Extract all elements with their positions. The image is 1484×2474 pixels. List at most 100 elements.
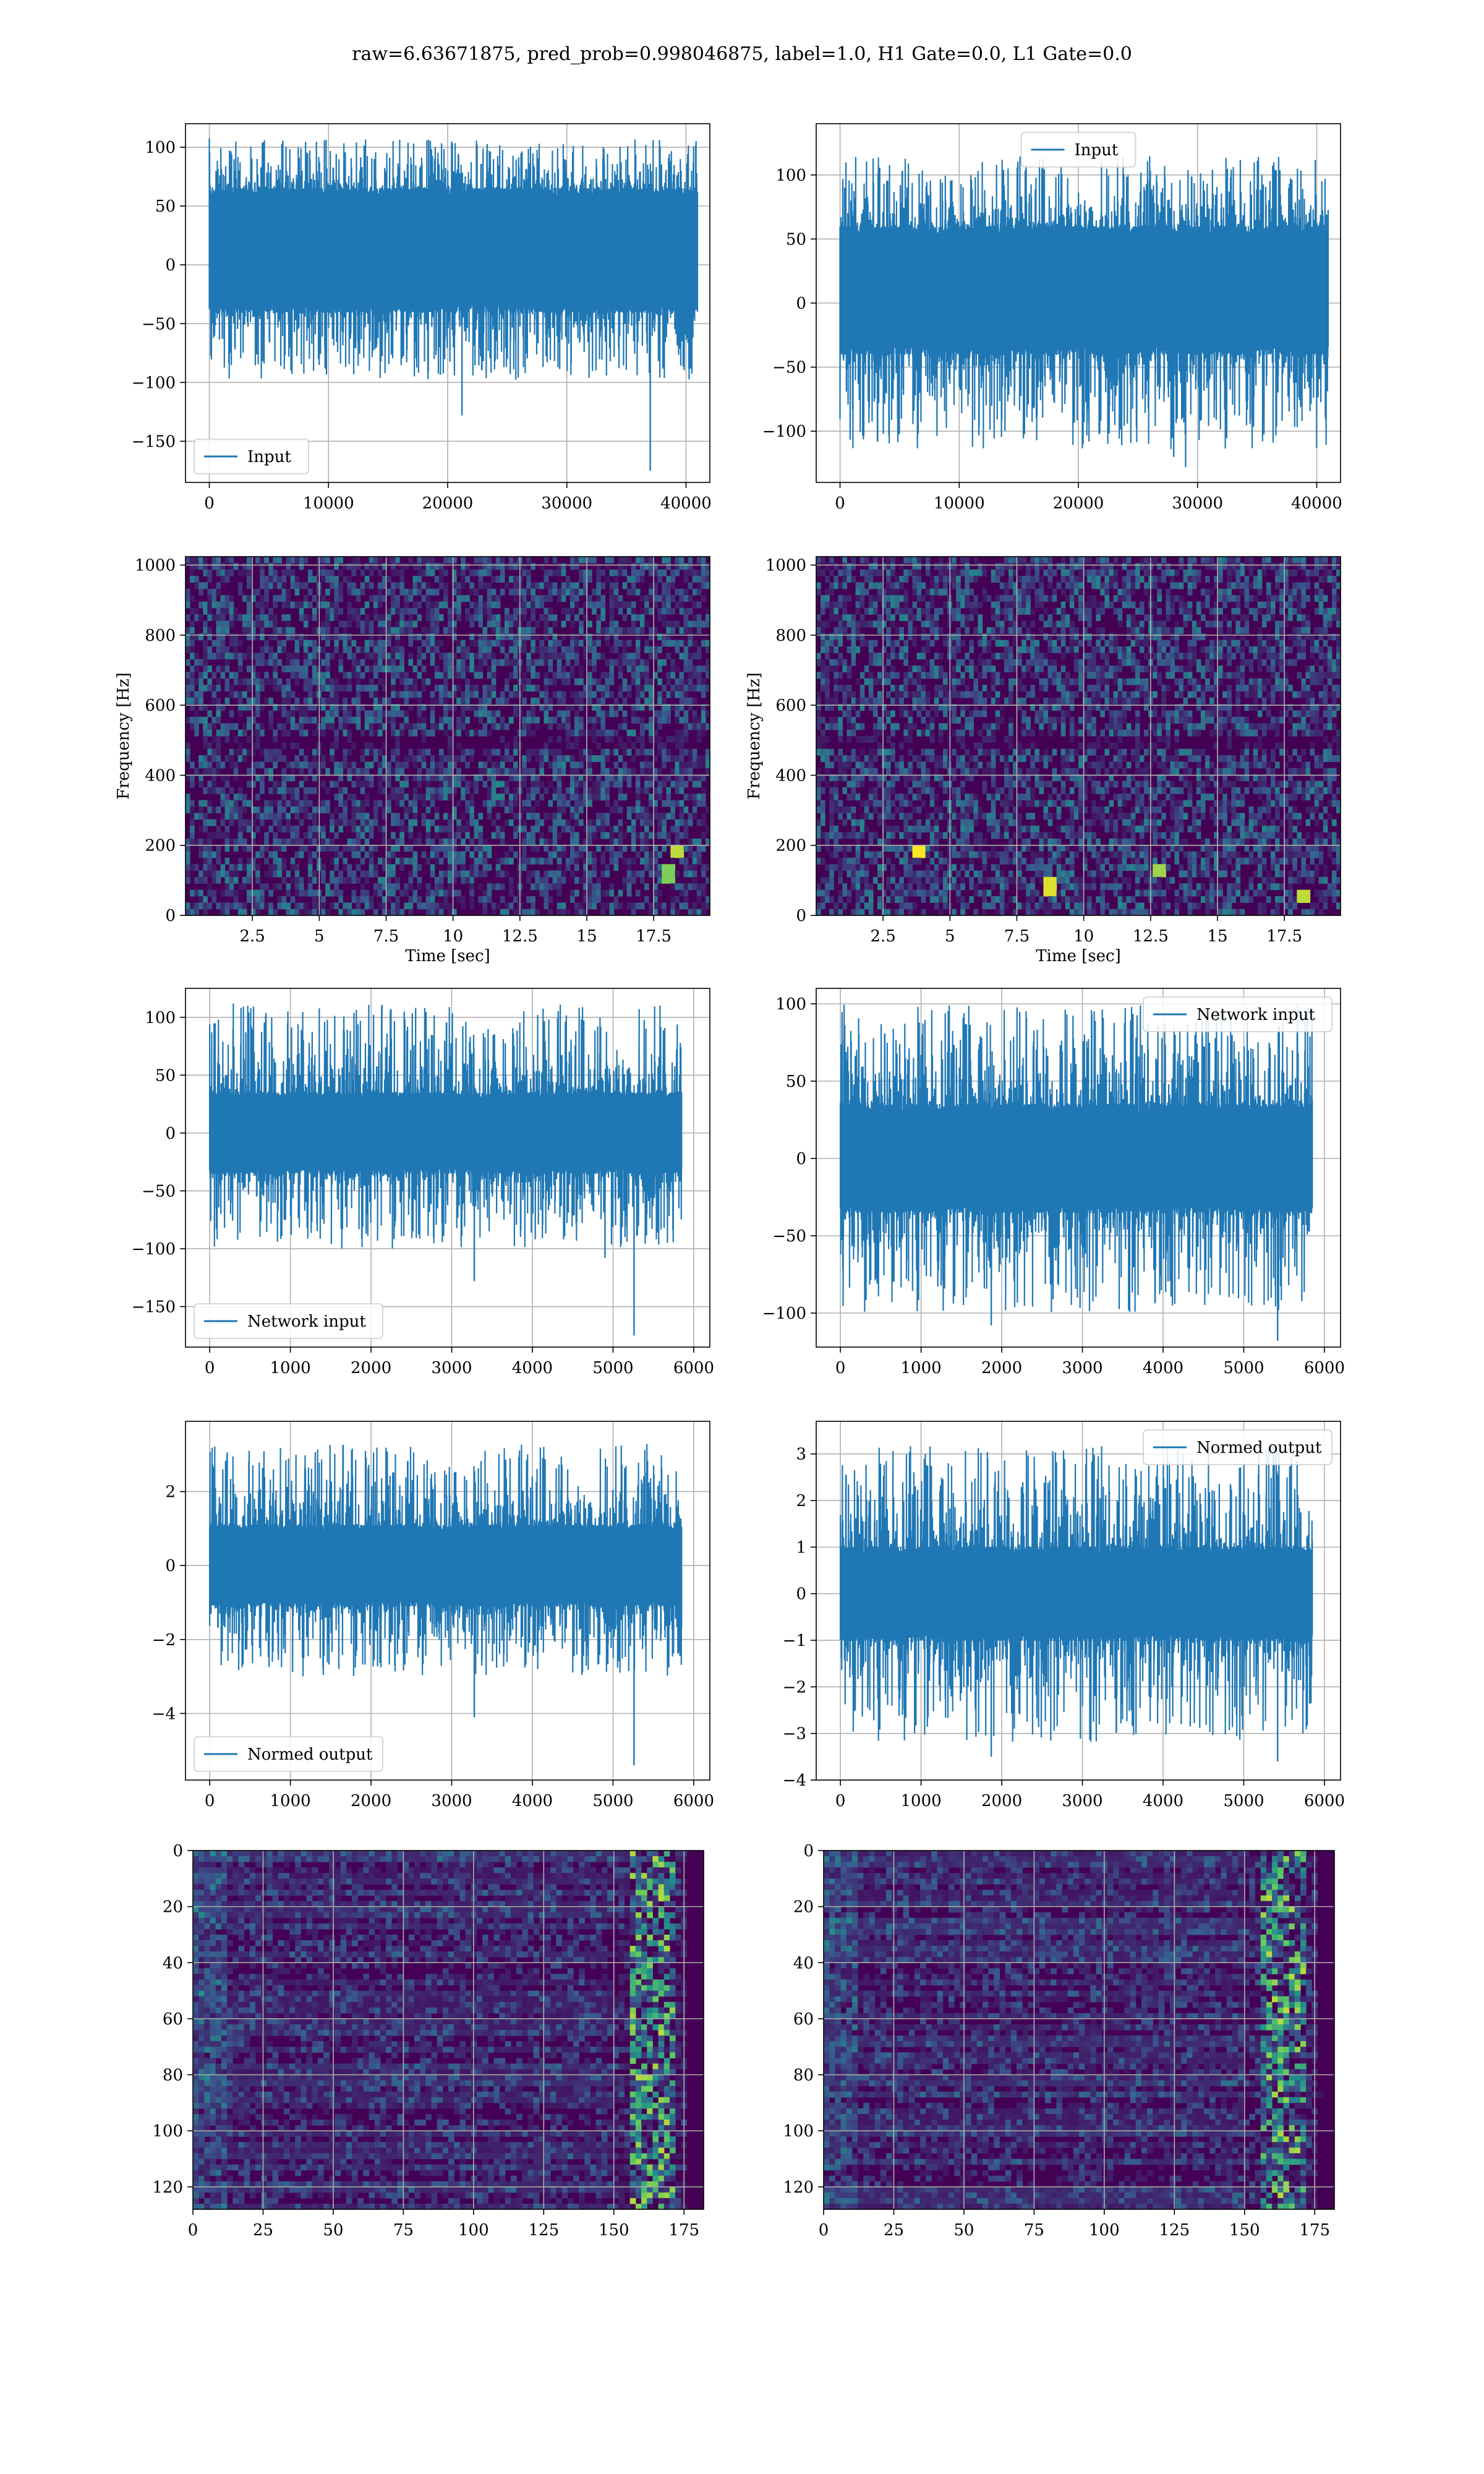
h1-spectrogram-cell bbox=[640, 666, 645, 672]
l1-spectrogram-cell bbox=[1161, 627, 1166, 634]
h1-spectrogram-cell bbox=[286, 627, 291, 634]
h1-spectrogram-cell bbox=[688, 595, 693, 602]
h1-spectrogram-cell bbox=[657, 659, 662, 666]
l1-spectrogram-cell bbox=[1061, 602, 1066, 609]
h1-spectrogram-cell bbox=[465, 666, 470, 672]
h1-spectrogram-cell bbox=[684, 711, 689, 717]
l1-spectrogram-cell bbox=[838, 627, 843, 634]
h1-spectrogram-cell bbox=[408, 909, 413, 916]
h1-spectrogram-cell bbox=[422, 640, 427, 647]
h1-spectrogram-cell bbox=[600, 608, 605, 615]
h1-spectrogram-cell bbox=[684, 621, 689, 628]
h1-spectrogram-cell bbox=[443, 627, 448, 634]
h1-spectrogram-cell bbox=[614, 646, 619, 653]
h1-spectrogram-cell bbox=[461, 749, 466, 756]
h1-spectrogram-cell bbox=[417, 691, 422, 698]
l1-spectrogram-cell bbox=[1196, 633, 1201, 640]
h1-spectrogram-cell bbox=[701, 570, 706, 576]
h1-spectrogram-cell bbox=[190, 902, 195, 909]
h1-spectrogram-cell bbox=[688, 653, 693, 659]
l1-spectrogram-cell bbox=[1004, 640, 1009, 647]
h1-spectrogram-cell bbox=[561, 902, 566, 909]
l1-spectrogram-cell bbox=[821, 633, 825, 640]
l1-spectrogram-cell bbox=[1048, 621, 1053, 628]
h1-spectrogram-cell bbox=[291, 723, 296, 730]
h1-spectrogram-cell bbox=[701, 813, 706, 820]
l1-spectrogram-cell bbox=[895, 608, 900, 615]
h1-spectrogram-cell bbox=[330, 742, 335, 749]
h1-spectrogram-cell bbox=[478, 614, 483, 621]
h1-spectrogram-cell bbox=[684, 871, 689, 878]
l1-spectrogram-cell bbox=[1315, 557, 1320, 563]
h1-spectrogram-cell bbox=[238, 691, 243, 698]
l1-spectrogram-cell bbox=[1153, 621, 1158, 628]
h1-spectrogram-cell bbox=[526, 557, 531, 563]
h1-spectrogram-cell bbox=[190, 666, 195, 672]
h1-spectrogram-cell bbox=[194, 717, 199, 724]
h1-spectrogram-cell bbox=[304, 845, 309, 852]
h1-spectrogram-cell bbox=[474, 666, 479, 672]
h1-spectrogram-cell bbox=[649, 570, 654, 576]
h1-spectrogram-cell bbox=[439, 858, 444, 865]
h1-spectrogram-cell bbox=[505, 768, 510, 775]
l1-spectrogram-cell bbox=[1157, 608, 1162, 615]
h1-spectrogram-cell bbox=[513, 832, 518, 839]
h1-spectrogram-cell bbox=[531, 717, 535, 724]
l1-spectrogram-cell bbox=[1026, 563, 1031, 570]
l1-spectrogram-cell bbox=[1332, 633, 1337, 640]
l1-spectrogram-cell bbox=[912, 576, 917, 583]
h1-spectrogram-cell bbox=[649, 557, 654, 563]
h1-spectrogram-cell bbox=[505, 723, 510, 730]
h1-spectrogram-cell bbox=[609, 614, 614, 621]
l1-spectrogram-cell bbox=[825, 595, 830, 602]
h1-spectrogram-cell bbox=[391, 730, 396, 737]
l1-spectrogram-cell bbox=[1222, 563, 1227, 570]
h1-spectrogram-cell bbox=[505, 678, 510, 685]
h1-spectrogram-cell bbox=[238, 659, 243, 666]
h1-spectrogram-cell bbox=[325, 659, 330, 666]
h1-spectrogram-cell bbox=[386, 659, 391, 666]
h1-spectrogram-cell bbox=[544, 582, 548, 589]
h1-spectrogram-cell bbox=[260, 851, 265, 858]
h1-spectrogram-cell bbox=[216, 570, 221, 576]
h1-spectrogram-cell bbox=[500, 858, 505, 865]
h1-spectrogram-cell bbox=[478, 839, 483, 845]
h1-spectrogram-cell bbox=[644, 563, 649, 570]
h1-spectrogram-cell bbox=[657, 832, 662, 839]
h1-spectrogram-cell bbox=[614, 807, 619, 813]
h1-spectrogram-cell bbox=[474, 871, 479, 878]
h1-spectrogram-cell bbox=[229, 883, 234, 890]
h1-spectrogram-cell bbox=[299, 845, 304, 852]
h1-spectrogram-cell bbox=[435, 851, 440, 858]
h1-spectrogram-cell bbox=[304, 807, 309, 813]
l1-spectrogram-cell bbox=[1039, 557, 1044, 563]
h1-spectrogram-cell bbox=[522, 755, 527, 762]
l1-spectrogram-cell bbox=[1288, 557, 1293, 563]
h1-spectrogram-cell bbox=[264, 839, 269, 845]
h1-spectrogram-cell bbox=[505, 685, 510, 691]
h1-spectrogram-cell bbox=[360, 672, 365, 678]
h1-spectrogram-cell bbox=[553, 672, 558, 678]
h1-spectrogram-cell bbox=[505, 621, 510, 628]
l1-spectrogram-cell bbox=[1253, 595, 1258, 602]
h1-spectrogram-cell bbox=[291, 672, 296, 678]
l1-spectrogram-cell bbox=[899, 633, 904, 640]
l1-spectrogram-cell bbox=[1087, 557, 1092, 563]
h1-spectrogram-cell bbox=[295, 800, 300, 807]
h1-spectrogram-cell bbox=[596, 742, 601, 749]
h1-spectrogram-cell bbox=[338, 570, 343, 576]
l1-spectrogram-cell bbox=[1114, 608, 1119, 615]
h1-spectrogram-cell bbox=[194, 813, 199, 820]
h1-spectrogram-cell bbox=[579, 557, 584, 563]
h1-spectrogram-cell bbox=[666, 755, 671, 762]
h1-spectrogram-cell bbox=[636, 685, 641, 691]
h1-spectrogram-cell bbox=[225, 685, 230, 691]
h1-spectrogram-cell bbox=[343, 902, 348, 909]
h1-spectrogram-cell bbox=[426, 589, 431, 596]
h1-spectrogram-cell bbox=[675, 666, 680, 672]
l1-spectrogram-cell bbox=[1227, 582, 1232, 589]
h1-spectrogram-cell bbox=[435, 813, 440, 820]
h1-spectrogram-cell bbox=[352, 672, 357, 678]
h1-spectrogram-cell bbox=[330, 614, 335, 621]
h1-spectrogram-cell bbox=[675, 832, 680, 839]
